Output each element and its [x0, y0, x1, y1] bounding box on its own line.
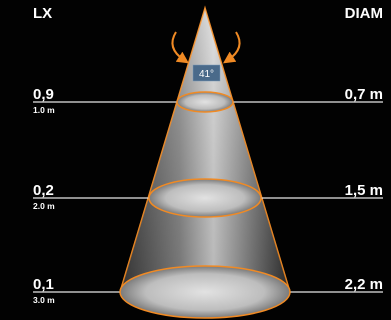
beam-ellipse-3 [119, 265, 291, 319]
beam-ellipse-1 [176, 91, 234, 113]
beam-angle-box [192, 64, 221, 82]
lux-value-1: 0,9 [33, 86, 54, 103]
diameter-value-1: 0,7 m [345, 86, 383, 103]
lux-value-3: 0,1 [33, 276, 54, 293]
angle-arrow-left-icon [171, 31, 189, 64]
beam-angle-label: 41° [199, 69, 214, 80]
distance-label-1: 1.0 m [33, 105, 55, 115]
lux-value-2: 0,2 [33, 182, 54, 199]
diameter-column-header: DIAM [345, 5, 383, 22]
distance-label-3: 3.0 m [33, 295, 55, 305]
lux-column-header: LX [33, 5, 52, 22]
diameter-value-3: 2,2 m [345, 276, 383, 293]
diameter-value-2: 1,5 m [345, 182, 383, 199]
beam-ellipse-2 [148, 178, 262, 218]
distance-label-2: 2.0 m [33, 201, 55, 211]
angle-arrow-right-icon [223, 31, 241, 64]
light-cone-shade [120, 8, 290, 292]
